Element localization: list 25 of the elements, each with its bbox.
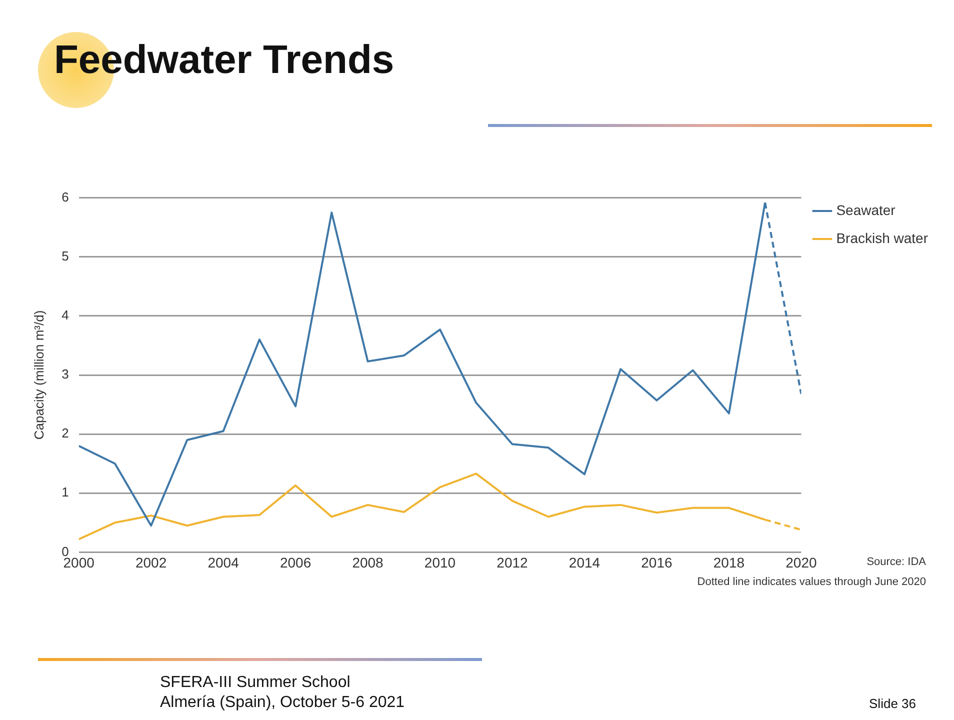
x-tick-label: 2012 bbox=[496, 554, 528, 570]
x-tick-label: 2002 bbox=[135, 554, 167, 570]
x-tick-label: 2006 bbox=[280, 554, 312, 570]
x-tick-label: 2004 bbox=[208, 554, 240, 570]
legend-label: Seawater bbox=[836, 202, 896, 218]
y-tick-label: 0 bbox=[62, 544, 69, 559]
y-tick-label: 2 bbox=[62, 426, 69, 441]
x-tick-label: 2018 bbox=[713, 554, 745, 570]
x-tick-label: 2020 bbox=[786, 554, 817, 570]
source-note: Source: IDA bbox=[866, 556, 926, 568]
x-tick-label: 2016 bbox=[641, 554, 672, 570]
y-tick-label: 4 bbox=[62, 308, 69, 323]
y-tick-label: 3 bbox=[62, 366, 69, 382]
y-tick-label: 5 bbox=[62, 248, 69, 264]
text: Almería (Spain), October 5-6 2021 bbox=[160, 694, 405, 712]
text: SFERA-III Summer School bbox=[160, 674, 350, 692]
x-tick-label: 2014 bbox=[568, 554, 600, 570]
y-axis-title: Capacity (million m³/d) bbox=[31, 310, 46, 440]
x-tick-label: 2008 bbox=[352, 554, 384, 570]
text: Dotted line indicates values through June 2020 bbox=[697, 576, 926, 588]
x-tick-label: 2010 bbox=[424, 554, 456, 570]
legend-label: Brackish water bbox=[836, 230, 928, 246]
y-tick-label: 6 bbox=[62, 189, 69, 204]
text: Slide 36 bbox=[869, 696, 916, 711]
y-tick-label: 1 bbox=[62, 484, 69, 500]
